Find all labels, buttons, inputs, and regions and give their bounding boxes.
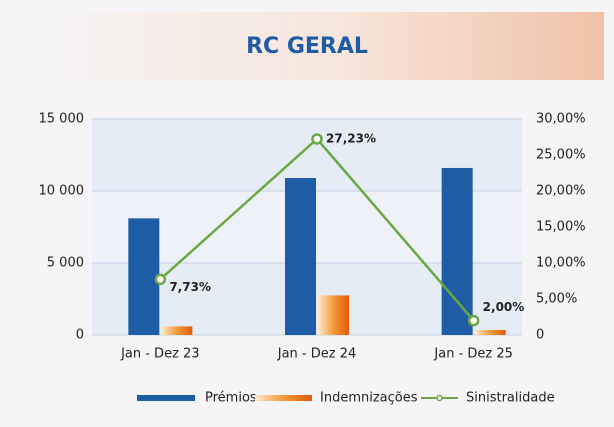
y2-tick-label: 25,00% [536,148,586,163]
legend-label: Sinistralidade [466,391,555,406]
y2-tick-label: 0 [536,328,544,343]
bar [161,326,193,335]
data-label: 7,73% [169,280,211,294]
title-banner [10,12,604,80]
x-tick-label: Jan - Dez 23 [120,347,200,362]
bar [128,218,160,335]
y-tick-label: 15 000 [39,112,85,127]
legend-label: Prémios [205,391,257,406]
y2-tick-label: 15,00% [536,220,586,235]
line-point [154,273,167,286]
line-point [311,133,323,145]
y-tick-label: 10 000 [39,184,85,199]
y-tick-label: 5 000 [47,256,84,271]
bar [474,329,506,335]
legend-swatch [137,395,195,401]
data-label: 2,00% [483,300,525,314]
bar [285,178,316,335]
x-tick-label: Jan - Dez 24 [277,347,357,362]
x-tick-label: Jan - Dez 25 [433,347,513,362]
y-tick-label: 0 [76,328,84,343]
legend-label: Indemnizações [320,391,418,406]
line-point [467,314,480,327]
chart-title: RC GERAL [246,34,368,59]
legend-swatch [255,395,312,401]
y2-tick-label: 5,00% [536,292,577,307]
legend-swatch [436,394,443,402]
y2-tick-label: 10,00% [536,256,586,271]
y2-tick-label: 20,00% [536,184,586,199]
data-label: 27,23% [326,131,376,145]
y2-tick-label: 30,00% [536,112,586,127]
bar [318,295,349,335]
bar [441,167,473,335]
